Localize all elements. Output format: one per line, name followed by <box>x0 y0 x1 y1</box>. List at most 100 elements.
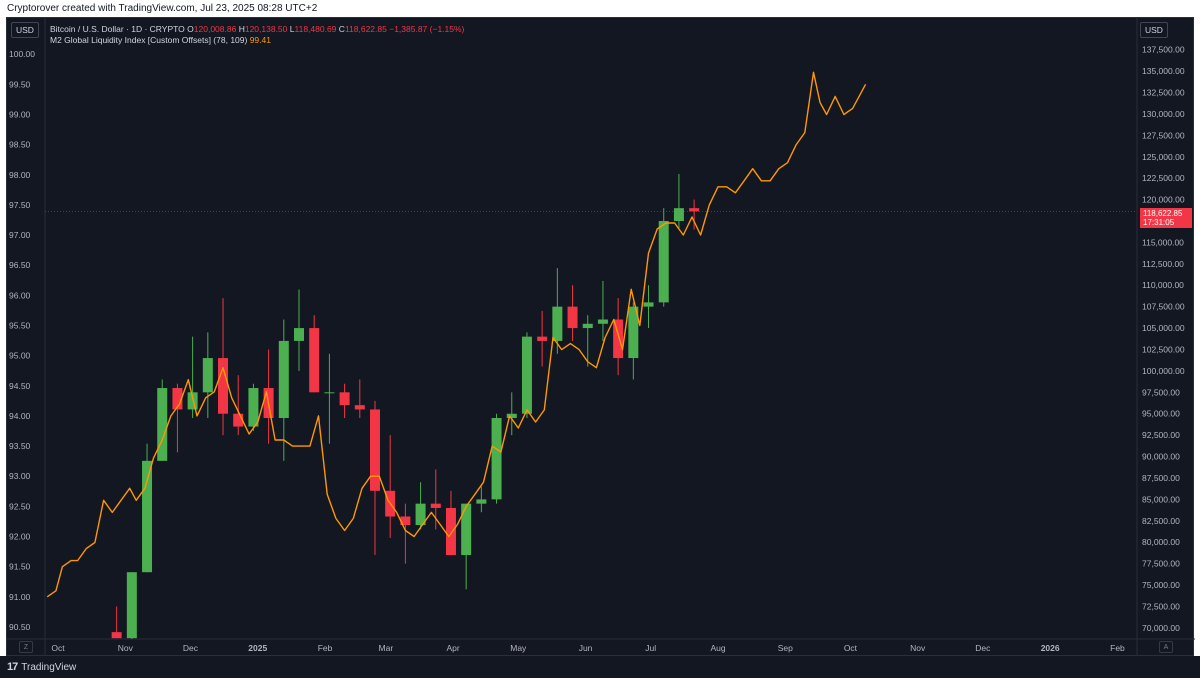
x-axis-tick-label: Oct <box>51 643 65 653</box>
auto-scale-button[interactable]: A <box>1159 641 1173 653</box>
left-axis-tick-label: 96.00 <box>9 290 31 300</box>
open-label: O <box>187 24 194 34</box>
right-axis-ticks: 70,000.00 72,500.00 75,000.00 77,500.00 80,0… <box>1142 45 1185 633</box>
btc-candle-body <box>354 405 365 410</box>
left-scale-usd-button[interactable]: USD <box>11 22 39 38</box>
btc-candle <box>506 392 517 436</box>
btc-candle <box>157 379 168 461</box>
right-axis-tick-label: 95,000.00 <box>1142 409 1180 419</box>
right-axis-tick-label: 92,500.00 <box>1142 430 1180 440</box>
btc-candle <box>187 336 198 419</box>
btc-candle <box>582 315 593 367</box>
btc-candle <box>218 298 229 436</box>
btc-legend-row[interactable]: Bitcoin / U.S. Dollar · 1D · CRYPTO O120… <box>50 24 464 35</box>
left-axis-tick-label: 95.50 <box>9 320 31 330</box>
btc-candles-layer <box>111 173 700 639</box>
btc-candle-body <box>613 319 624 359</box>
btc-candle <box>172 383 183 453</box>
left-axis-tick-label: 98.50 <box>9 140 31 150</box>
x-axis-tick-label: 2025 <box>248 643 267 653</box>
right-axis-tick-label: 127,500.00 <box>1142 130 1185 140</box>
right-axis-tick-label: 130,000.00 <box>1142 109 1185 119</box>
right-axis-tick-label: 97,500.00 <box>1142 387 1180 397</box>
btc-candle-body <box>369 409 380 491</box>
right-axis-tick-label: 75,000.00 <box>1142 580 1180 590</box>
btc-candle <box>202 332 213 419</box>
grid-layer <box>7 18 1195 657</box>
left-axis-tick-label: 98.00 <box>9 170 31 180</box>
btc-candle-body <box>309 328 320 393</box>
close-value: 118,622.85 <box>344 24 387 34</box>
btc-candle <box>233 375 244 436</box>
btc-candle <box>126 572 137 639</box>
left-axis-tick-label: 100.00 <box>9 49 35 59</box>
m2-line-layer <box>46 71 867 598</box>
left-axis-tick-label: 93.50 <box>9 441 31 451</box>
x-axis-tick-label: 2026 <box>1041 643 1060 653</box>
btc-candle-body <box>643 302 654 307</box>
x-axis-tick-label: Mar <box>379 643 394 653</box>
btc-candle-body <box>126 572 137 639</box>
btc-candle-body <box>673 208 684 222</box>
btc-candle-body <box>233 413 244 427</box>
left-axis-tick-label: 92.00 <box>9 532 31 542</box>
btc-candle-body <box>445 507 456 556</box>
right-axis-tick-label: 105,000.00 <box>1142 323 1185 333</box>
btc-candle <box>491 413 502 504</box>
tradingview-logo-icon: 17 <box>7 661 18 673</box>
btc-candle <box>324 353 335 444</box>
btc-candle-body <box>415 503 426 526</box>
right-scale-usd-button[interactable]: USD <box>1140 22 1168 38</box>
right-axis-tick-label: 100,000.00 <box>1142 366 1185 376</box>
x-axis-tick-label: Dec <box>975 643 991 653</box>
chart-legend: Bitcoin / U.S. Dollar · 1D · CRYPTO O120… <box>50 24 464 46</box>
left-axis-tick-label: 91.00 <box>9 592 31 602</box>
btc-candle <box>111 606 122 639</box>
btc-candle <box>278 319 289 461</box>
btc-candle <box>521 332 532 419</box>
btc-candle-body <box>567 306 578 329</box>
btc-candle <box>415 482 426 530</box>
high-label: H <box>238 24 245 34</box>
bar-countdown: 17:31:05 <box>1143 218 1175 228</box>
footer-bar: 17 TradingView <box>0 656 1200 678</box>
m2-legend-row[interactable]: M2 Global Liquidity Index [Custom Offset… <box>50 35 464 46</box>
m2-indicator-title[interactable]: M2 Global Liquidity Index [Custom Offset… <box>50 35 248 45</box>
btc-candle-body <box>658 221 669 303</box>
x-axis-tick-label: Jun <box>579 643 593 653</box>
btc-candle <box>597 280 608 341</box>
btc-candle-body <box>202 358 213 393</box>
symbol-title[interactable]: Bitcoin / U.S. Dollar · 1D · CRYPTO <box>50 24 185 34</box>
right-axis-tick-label: 82,500.00 <box>1142 516 1180 526</box>
btc-candle-body <box>521 336 532 414</box>
chart-canvas[interactable]: 90.50 91.00 91.50 92.00 92.50 93.00 93.50 94.00… <box>7 18 1195 657</box>
btc-candle <box>309 315 320 393</box>
btc-candle <box>461 503 472 590</box>
btc-candle <box>445 490 456 556</box>
btc-candle-body <box>537 336 548 341</box>
btc-candle-body <box>248 388 259 427</box>
x-axis-tick-label: Aug <box>710 643 725 653</box>
last-price-value: 118,622.85 <box>1143 209 1183 219</box>
right-axis-tick-label: 122,500.00 <box>1142 173 1185 183</box>
btc-candle-body <box>506 413 517 419</box>
btc-candle-body <box>552 306 563 341</box>
chart-frame[interactable]: 90.50 91.00 91.50 92.00 92.50 93.00 93.50 94.00… <box>6 17 1195 657</box>
zoom-button[interactable]: Z <box>19 641 33 653</box>
btc-candle-body <box>111 632 122 639</box>
x-axis-tick-label: Oct <box>844 643 858 653</box>
change-value: −1,385.87 (−1.15%) <box>389 24 465 34</box>
right-axis-tick-label: 135,000.00 <box>1142 66 1185 76</box>
right-axis-tick-label: 137,500.00 <box>1142 45 1185 55</box>
right-axis-tick-label: 102,500.00 <box>1142 344 1185 354</box>
btc-candle <box>628 302 639 380</box>
right-axis-tick-label: 120,000.00 <box>1142 195 1185 205</box>
btc-candle-body <box>339 392 350 406</box>
right-axis-tick-label: 87,500.00 <box>1142 473 1180 483</box>
right-axis-tick-label: 77,500.00 <box>1142 559 1180 569</box>
btc-candle-body <box>294 328 305 341</box>
left-axis-tick-label: 95.00 <box>9 351 31 361</box>
tradingview-logo[interactable]: 17 TradingView <box>7 661 76 673</box>
btc-candle-body <box>628 306 639 359</box>
x-axis-tick-label: Dec <box>183 643 199 653</box>
